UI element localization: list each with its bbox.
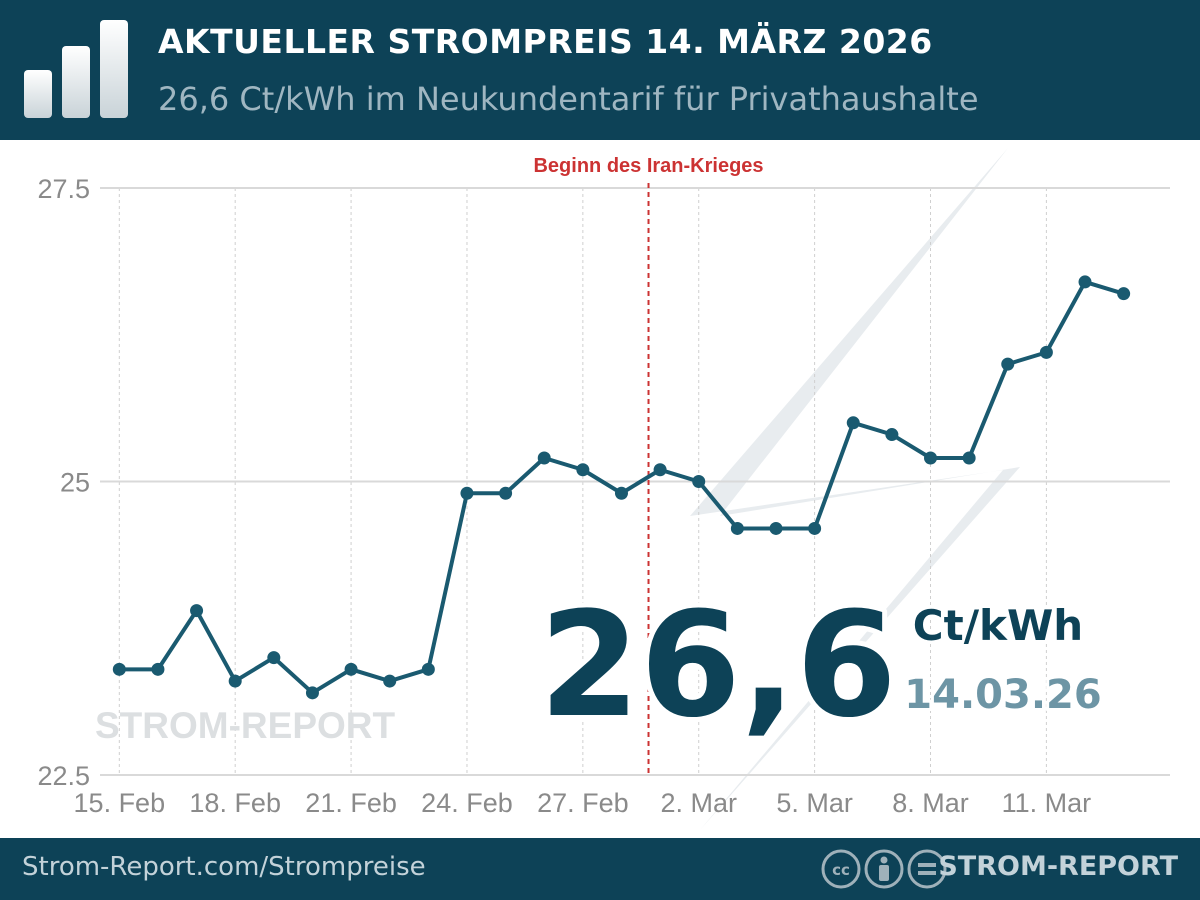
cc-icon: cc bbox=[821, 849, 861, 889]
footer: Strom-Report.com/Strompreise cc STROM-RE… bbox=[0, 838, 1200, 900]
data-point bbox=[576, 463, 590, 477]
data-point bbox=[421, 662, 435, 676]
data-point bbox=[924, 451, 938, 465]
x-tick-label: 11. Mar bbox=[1002, 788, 1092, 818]
data-point bbox=[112, 662, 126, 676]
grid bbox=[100, 187, 1170, 776]
page-subtitle: 26,6 Ct/kWh im Neukundentarif für Privat… bbox=[158, 80, 979, 118]
data-point bbox=[228, 674, 242, 688]
data-point bbox=[1001, 357, 1015, 371]
data-point bbox=[499, 486, 513, 500]
no-derivatives-icon bbox=[907, 849, 947, 889]
data-point bbox=[730, 521, 744, 535]
data-point bbox=[305, 686, 319, 700]
y-tick-label: 27.5 bbox=[37, 174, 90, 204]
current-price-unit: Ct/kWh bbox=[913, 601, 1083, 650]
data-point bbox=[653, 463, 667, 477]
data-point bbox=[769, 521, 783, 535]
data-point bbox=[151, 662, 165, 676]
annotation-label: Beginn des Iran-Krieges bbox=[533, 155, 763, 177]
x-tick-label: 21. Feb bbox=[305, 788, 397, 818]
data-point bbox=[460, 486, 474, 500]
data-point bbox=[614, 486, 628, 500]
current-price-date: 14.03.26 bbox=[904, 672, 1101, 718]
header: AKTUELLER STROMPREIS 14. MÄRZ 2026 26,6 … bbox=[0, 0, 1200, 140]
x-tick-label: 27. Feb bbox=[537, 788, 629, 818]
data-point bbox=[808, 521, 822, 535]
data-point bbox=[190, 604, 204, 618]
y-tick-label: 22.5 bbox=[37, 761, 90, 791]
bar-chart-icon bbox=[24, 20, 128, 118]
series bbox=[112, 275, 1131, 700]
price-line-chart: Beginn des Iran-Krieges STROM-REPORT 22.… bbox=[37, 148, 1170, 830]
x-tick-label: 18. Feb bbox=[189, 788, 281, 818]
data-point bbox=[267, 651, 281, 665]
x-tick-label: 15. Feb bbox=[74, 788, 166, 818]
data-point bbox=[692, 475, 706, 488]
footer-brand: STROM-REPORT bbox=[938, 851, 1178, 882]
data-point bbox=[383, 674, 397, 688]
data-point bbox=[1039, 345, 1053, 359]
annotation: Beginn des Iran-Krieges bbox=[533, 155, 764, 775]
axes: 22.5 25 27.5 15. Feb 18. Feb 21. Feb 24. Feb 27… bbox=[37, 174, 1091, 818]
attribution-icon bbox=[864, 849, 904, 889]
footer-url[interactable]: Strom-Report.com/Strompreise bbox=[22, 852, 426, 882]
data-point bbox=[344, 662, 358, 676]
watermark-text: STROM-REPORT bbox=[95, 705, 396, 746]
current-price-callout: 26,6 Ct/kWh 14.03.26 bbox=[534, 576, 1105, 755]
data-point bbox=[846, 416, 860, 430]
cc-license-icons: cc bbox=[821, 849, 947, 889]
data-point bbox=[1117, 287, 1131, 301]
x-tick-label: 24. Feb bbox=[421, 788, 513, 818]
page-title: AKTUELLER STROMPREIS 14. MÄRZ 2026 bbox=[158, 22, 933, 61]
x-tick-label: 2. Mar bbox=[660, 788, 737, 818]
y-tick-label: 25 bbox=[60, 468, 90, 498]
x-tick-label: 5. Mar bbox=[776, 788, 853, 818]
data-point bbox=[962, 451, 976, 465]
current-price-value: 26,6 bbox=[539, 581, 897, 750]
x-tick-label: 8. Mar bbox=[892, 788, 969, 818]
data-point bbox=[885, 428, 899, 442]
data-point bbox=[1078, 275, 1092, 289]
svg-text:cc: cc bbox=[832, 861, 850, 879]
data-point bbox=[537, 451, 551, 465]
